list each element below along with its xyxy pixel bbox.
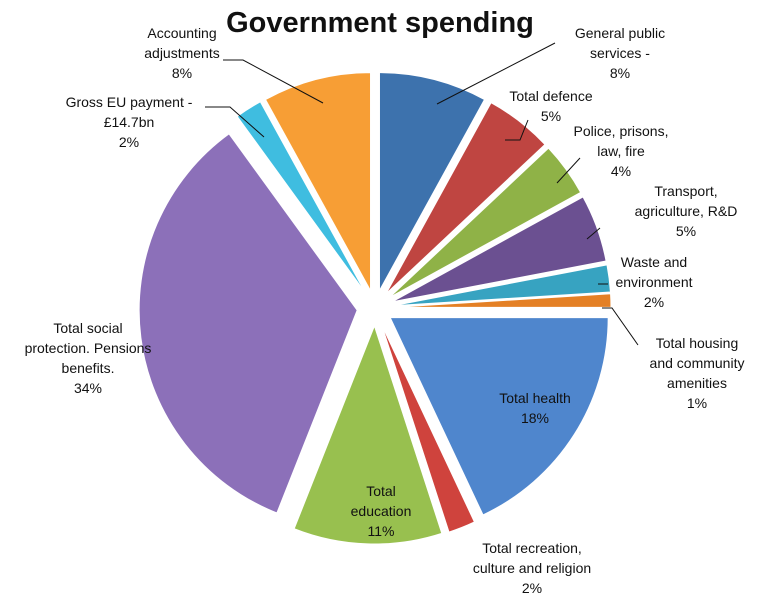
pie-slices	[138, 72, 612, 545]
pie-slice-12	[264, 72, 372, 291]
slice-label-12: Accounting adjustments 8%	[144, 25, 219, 81]
pie-slice-7	[389, 317, 609, 516]
slice-label-line: 2%	[522, 580, 542, 596]
leader-line-6	[602, 307, 639, 346]
pie-slice-9	[293, 324, 443, 545]
slice-label-line: Total social	[53, 320, 122, 336]
slice-label-line: Total	[366, 483, 396, 499]
slice-label-line: Police, prisons,	[574, 123, 669, 139]
slice-label-line: 2%	[644, 294, 664, 310]
slice-label-line: 34%	[74, 380, 102, 396]
slice-label-line: 8%	[172, 65, 192, 81]
slice-label-line: culture and religion	[473, 560, 591, 576]
slice-label-5: Waste and environment 2%	[615, 254, 692, 310]
leader-line-2	[505, 119, 529, 141]
leader-line-1	[436, 42, 556, 105]
slice-label-7: Total health 18%	[499, 390, 571, 426]
slice-label-line: Total recreation,	[482, 540, 582, 556]
slice-label-line: Waste and	[621, 254, 687, 270]
slice-label-line: Gross EU payment -	[66, 94, 193, 110]
pie-slice-3	[389, 147, 582, 298]
slice-label-9: Total education 11%	[351, 483, 412, 539]
slice-label-3: Police, prisons, law, fire 4%	[574, 123, 669, 179]
slice-label-2: Total defence 5%	[509, 88, 592, 124]
slice-label-1: General public services - 8%	[575, 25, 665, 81]
slice-label-line: education	[351, 503, 412, 519]
slice-label-line: 11%	[368, 523, 395, 539]
chart-title: Government spending	[226, 7, 534, 39]
slice-label-line: Transport,	[654, 183, 717, 199]
slice-label-line: environment	[615, 274, 692, 290]
pie-slice-5	[392, 264, 611, 307]
slice-label-8: Total recreation, culture and religion 2%	[473, 540, 591, 596]
slice-label-line: £14.7bn	[104, 114, 155, 130]
slice-label-line: amenities	[667, 375, 727, 391]
slice-label-line: Total housing	[656, 335, 739, 351]
slice-labels: General public services - 8% Total defence 5…	[25, 25, 745, 596]
slice-label-line: services -	[590, 45, 650, 61]
slice-label-11: Gross EU payment - £14.7bn 2%	[66, 94, 193, 150]
slice-label-line: General public	[575, 25, 665, 41]
slice-label-line: protection. Pensions	[25, 340, 152, 356]
slice-label-10: Total social protection. Pensions benefits…	[25, 320, 152, 396]
slice-label-line: 4%	[611, 163, 631, 179]
pie-slice-4	[391, 196, 607, 303]
pie-slice-11	[236, 101, 366, 294]
slice-label-4: Transport, agriculture, R&D 5%	[635, 183, 738, 239]
slice-label-line: benefits.	[62, 360, 115, 376]
slice-label-line: 1%	[687, 395, 707, 411]
slice-label-line: 5%	[541, 108, 561, 124]
pie-slice-2	[385, 102, 546, 295]
pie-slice-8	[381, 324, 476, 533]
slice-label-line: adjustments	[144, 45, 219, 61]
slice-label-line: 2%	[119, 134, 139, 150]
slice-label-6: Total housing and community amenities 1%	[650, 335, 745, 411]
slice-label-line: law, fire	[597, 143, 645, 159]
slice-label-line: Total health	[499, 390, 571, 406]
slice-label-line: 5%	[676, 223, 696, 239]
leader-line-4	[586, 227, 601, 240]
leader-line-12	[223, 59, 324, 104]
pie-slice-6	[392, 293, 612, 308]
slice-label-line: 18%	[521, 410, 549, 426]
leader-line-11	[205, 106, 265, 138]
slice-label-line: agriculture, R&D	[635, 203, 738, 219]
slice-label-line: and community	[650, 355, 745, 371]
slice-label-line: Accounting	[147, 25, 216, 41]
slice-label-line: 8%	[610, 65, 630, 81]
pie-slice-1	[378, 72, 486, 291]
leader-line-3	[556, 157, 581, 184]
pie-slice-10	[138, 133, 358, 514]
slice-label-line: Total defence	[509, 88, 592, 104]
leader-lines	[205, 42, 639, 346]
